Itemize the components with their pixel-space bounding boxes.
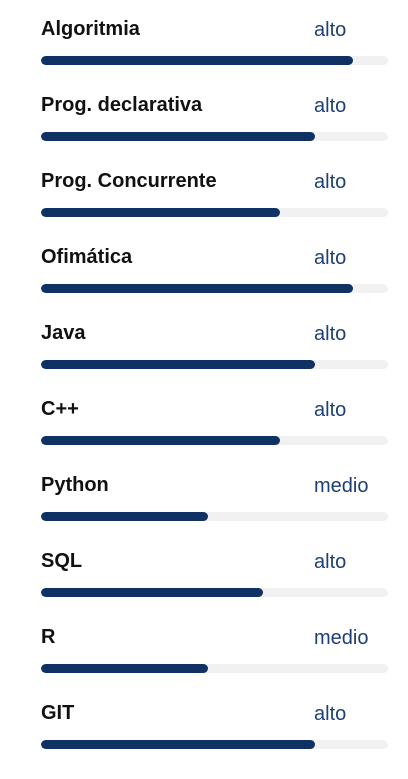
skill-progress-fill <box>41 588 264 597</box>
skill-name: Ofimática <box>41 246 133 268</box>
skill-level: alto <box>314 399 347 421</box>
skill-level: medio <box>314 475 369 497</box>
skill-progress-track <box>41 664 388 673</box>
skill-item: Prog. Concurrente alto <box>41 152 388 228</box>
skill-progress-fill <box>41 284 354 293</box>
skill-level: alto <box>314 703 347 725</box>
skill-progress-fill <box>41 208 281 217</box>
skill-item: Algoritmia alto <box>41 0 388 76</box>
skill-level: alto <box>314 95 347 117</box>
skill-item: SQL alto <box>41 532 388 608</box>
skill-progress-fill <box>41 132 316 141</box>
skill-level: alto <box>314 19 347 41</box>
skill-item: Java alto <box>41 304 388 380</box>
skill-progress-fill <box>41 740 316 749</box>
skill-name: GIT <box>41 702 75 724</box>
skill-progress-fill <box>41 56 354 65</box>
skill-progress-track <box>41 132 388 141</box>
skill-progress-track <box>41 56 388 65</box>
skill-name: Prog. declarativa <box>41 94 203 116</box>
skill-progress-track <box>41 436 388 445</box>
skill-name: Prog. Concurrente <box>41 170 217 192</box>
skill-progress-track <box>41 588 388 597</box>
skills-list: Algoritmia alto Prog. declarativa alto P… <box>41 0 388 760</box>
skill-name: C++ <box>41 398 79 420</box>
skill-progress-track <box>41 208 388 217</box>
skill-item: GIT alto <box>41 684 388 760</box>
skill-item: Ofimática alto <box>41 228 388 304</box>
skill-level: alto <box>314 323 347 345</box>
skill-progress-fill <box>41 664 208 673</box>
skill-level: alto <box>314 551 347 573</box>
skill-name: Java <box>41 322 86 344</box>
skill-item: Python medio <box>41 456 388 532</box>
skill-progress-fill <box>41 512 208 521</box>
skill-progress-fill <box>41 436 281 445</box>
skill-name: SQL <box>41 550 83 572</box>
skill-level: medio <box>314 627 369 649</box>
skill-level: alto <box>314 247 347 269</box>
skill-item: C++ alto <box>41 380 388 456</box>
skill-name: Algoritmia <box>41 18 140 40</box>
skill-progress-fill <box>41 360 316 369</box>
skill-name: Python <box>41 474 109 496</box>
skill-level: alto <box>314 171 347 193</box>
skill-progress-track <box>41 284 388 293</box>
skill-progress-track <box>41 740 388 749</box>
skill-name: R <box>41 626 56 648</box>
skill-progress-track <box>41 360 388 369</box>
skill-progress-track <box>41 512 388 521</box>
skill-item: Prog. declarativa alto <box>41 76 388 152</box>
skill-item: R medio <box>41 608 388 684</box>
